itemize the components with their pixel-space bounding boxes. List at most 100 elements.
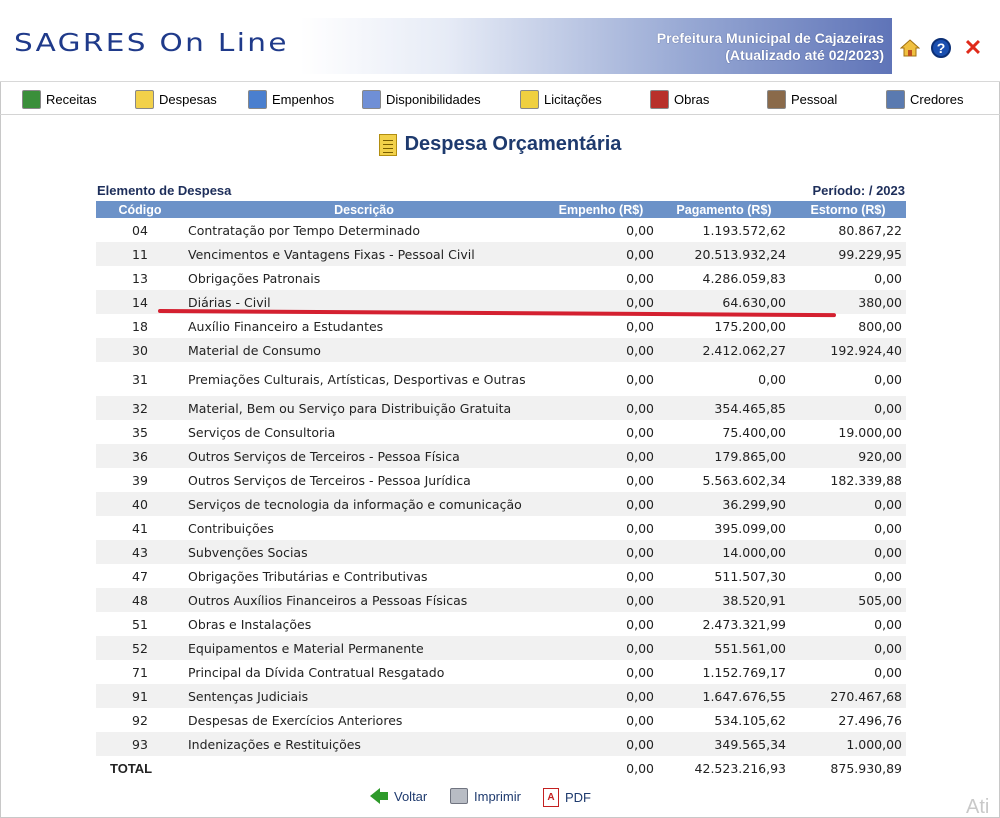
header: SAGRES On Line Prefeitura Municipal de C… bbox=[0, 0, 1000, 82]
cell-empenho: 0,00 bbox=[544, 732, 658, 756]
menu-item-empenhos[interactable]: Empenhos bbox=[248, 88, 334, 110]
cell-description: Obrigações Patronais bbox=[188, 270, 321, 286]
cell-pagamento: 175.200,00 bbox=[714, 318, 786, 334]
cell-description: Outros Serviços de Terceiros - Pessoa Fí… bbox=[184, 444, 544, 468]
menu-item-pessoal[interactable]: Pessoal bbox=[767, 88, 837, 110]
cell-description: Material de Consumo bbox=[184, 338, 544, 362]
help-icon[interactable]: ? bbox=[931, 38, 951, 58]
page-title: Despesa Orçamentária bbox=[0, 133, 1000, 156]
table-row: 04 Contratação por Tempo Determinado 0,00 1… bbox=[96, 218, 906, 242]
cell-estorno: 0,00 bbox=[874, 568, 902, 584]
cell-description: Outros Auxílios Financeiros a Pessoas Fí… bbox=[184, 588, 544, 612]
cell-estorno: 0,00 bbox=[790, 540, 906, 564]
last-updated: (Atualizado até 02/2023) bbox=[725, 47, 884, 63]
table-row: 31 Premiações Culturais, Artísticas, Desp… bbox=[96, 362, 906, 396]
action-bar: Voltar Imprimir A PDF bbox=[0, 788, 1000, 810]
cell-estorno: 0,00 bbox=[874, 520, 902, 536]
cell-pagamento: 36.299,90 bbox=[658, 492, 790, 516]
column-header-pagamento: Pagamento (R$) bbox=[658, 201, 790, 218]
document-icon bbox=[135, 89, 154, 109]
main-menu: Receitas Despesas Empenhos Disponibilidades… bbox=[0, 83, 1000, 115]
column-header-estorno: Estorno (R$) bbox=[790, 201, 906, 218]
menu-item-label: Licitações bbox=[544, 91, 602, 107]
table-row: 36 Outros Serviços de Terceiros - Pessoa … bbox=[96, 444, 906, 468]
close-icon[interactable]: ✕ bbox=[963, 35, 983, 60]
menu-item-disponibilidades[interactable]: Disponibilidades bbox=[362, 88, 481, 110]
total-label: TOTAL bbox=[110, 760, 153, 776]
column-header-empenho: Empenho (R$) bbox=[544, 201, 658, 218]
banner: Prefeitura Municipal de Cajazeiras (Atua… bbox=[300, 18, 892, 74]
menu-item-label: Disponibilidades bbox=[386, 91, 481, 107]
cell-description: Auxílio Financeiro a Estudantes bbox=[188, 318, 384, 334]
table-row: 14 Diárias - Civil 0,00 64.630,00 380,00 bbox=[96, 290, 906, 314]
pdf-button[interactable]: A PDF bbox=[543, 788, 591, 807]
table-row: 43 Subvenções Socias 0,00 14.000,00 0,00 bbox=[96, 540, 906, 564]
cell-estorno: 270.467,68 bbox=[790, 684, 906, 708]
cell-description: Serviços de tecnologia da informação e c… bbox=[184, 492, 544, 516]
menu-item-label: Obras bbox=[674, 91, 710, 107]
home-icon[interactable] bbox=[900, 38, 920, 58]
cell-code: 48 bbox=[96, 588, 184, 612]
cell-code: 11 bbox=[96, 242, 184, 266]
cell-empenho: 0,00 bbox=[626, 371, 654, 387]
cell-code: 31 bbox=[132, 371, 148, 387]
cell-description: Outros Serviços de Terceiros - Pessoa Ju… bbox=[188, 472, 471, 488]
report-icon bbox=[362, 89, 381, 109]
menu-item-credores[interactable]: Credores bbox=[886, 88, 963, 110]
table-row: 93 Indenizações e Restituições 0,00 349.565… bbox=[96, 732, 906, 756]
table-row: 39 Outros Serviços de Terceiros - Pessoa … bbox=[96, 468, 906, 492]
cell-description: Material, Bem ou Serviço para Distribuiç… bbox=[184, 396, 544, 420]
cell-code: 47 bbox=[132, 568, 148, 584]
column-header-code: Código bbox=[96, 201, 184, 218]
cell-pagamento: 5.563.602,34 bbox=[702, 472, 787, 488]
pdf-icon: A bbox=[543, 788, 559, 807]
cell-description: Serviços de Consultoria bbox=[188, 424, 336, 440]
cell-code: 35 bbox=[132, 424, 148, 440]
cell-estorno: 0,00 bbox=[874, 371, 902, 387]
cell-estorno: 182.339,88 bbox=[830, 472, 902, 488]
cell-estorno: 0,00 bbox=[874, 616, 902, 632]
menu-item-despesas[interactable]: Despesas bbox=[135, 88, 217, 110]
cell-pagamento: 511.507,30 bbox=[714, 568, 786, 584]
cell-pagamento: 14.000,00 bbox=[658, 540, 790, 564]
menu-item-obras[interactable]: Obras bbox=[650, 88, 709, 110]
table-row: 41 Contribuições 0,00 395.099,00 0,00 bbox=[96, 516, 906, 540]
cell-estorno: 80.867,22 bbox=[838, 222, 902, 238]
cell-code: 32 bbox=[96, 396, 184, 420]
menu-item-licitações[interactable]: Licitações bbox=[520, 88, 602, 110]
cell-empenho: 0,00 bbox=[626, 472, 654, 488]
table-row: 40 Serviços de tecnologia da informação e… bbox=[96, 492, 906, 516]
cell-code: 91 bbox=[96, 684, 184, 708]
cell-pagamento: 20.513.932,24 bbox=[658, 242, 790, 266]
table-row: 11 Vencimentos e Vantagens Fixas - Pessoa… bbox=[96, 242, 906, 266]
menu-item-receitas[interactable]: Receitas bbox=[22, 88, 97, 110]
cell-empenho: 0,00 bbox=[626, 616, 654, 632]
cell-description: Obrigações Tributárias e Contributivas bbox=[188, 568, 428, 584]
cell-pagamento: 75.400,00 bbox=[722, 424, 786, 440]
table-row: 48 Outros Auxílios Financeiros a Pessoas … bbox=[96, 588, 906, 612]
cell-code: 04 bbox=[132, 222, 148, 238]
cell-estorno: 19.000,00 bbox=[838, 424, 902, 440]
table-caption: Elemento de Despesa bbox=[97, 183, 232, 198]
column-header-description: Descrição bbox=[184, 201, 544, 218]
cell-code: 30 bbox=[96, 338, 184, 362]
cell-pagamento: 354.465,85 bbox=[658, 396, 790, 420]
cell-description: Principal da Dívida Contratual Resgatado bbox=[188, 664, 445, 680]
cell-code: 43 bbox=[96, 540, 184, 564]
menu-item-label: Despesas bbox=[159, 91, 217, 107]
back-button[interactable]: Voltar bbox=[370, 788, 427, 804]
expense-table: Código Descrição Empenho (R$) Pagamento … bbox=[96, 201, 906, 780]
cell-empenho: 0,00 bbox=[544, 636, 658, 660]
total-estorno: 875.930,89 bbox=[830, 760, 902, 776]
cell-code: 52 bbox=[96, 636, 184, 660]
cell-empenho: 0,00 bbox=[544, 492, 658, 516]
table-row: 91 Sentenças Judiciais 0,00 1.647.676,55 270… bbox=[96, 684, 906, 708]
cell-empenho: 0,00 bbox=[626, 664, 654, 680]
table-row: 47 Obrigações Tributárias e Contributivas… bbox=[96, 564, 906, 588]
cell-empenho: 0,00 bbox=[626, 318, 654, 334]
cell-estorno: 27.496,76 bbox=[838, 712, 902, 728]
print-label: Imprimir bbox=[474, 788, 521, 804]
cell-description: Subvenções Socias bbox=[184, 540, 544, 564]
print-button[interactable]: Imprimir bbox=[450, 788, 521, 804]
cell-pagamento: 551.561,00 bbox=[658, 636, 790, 660]
